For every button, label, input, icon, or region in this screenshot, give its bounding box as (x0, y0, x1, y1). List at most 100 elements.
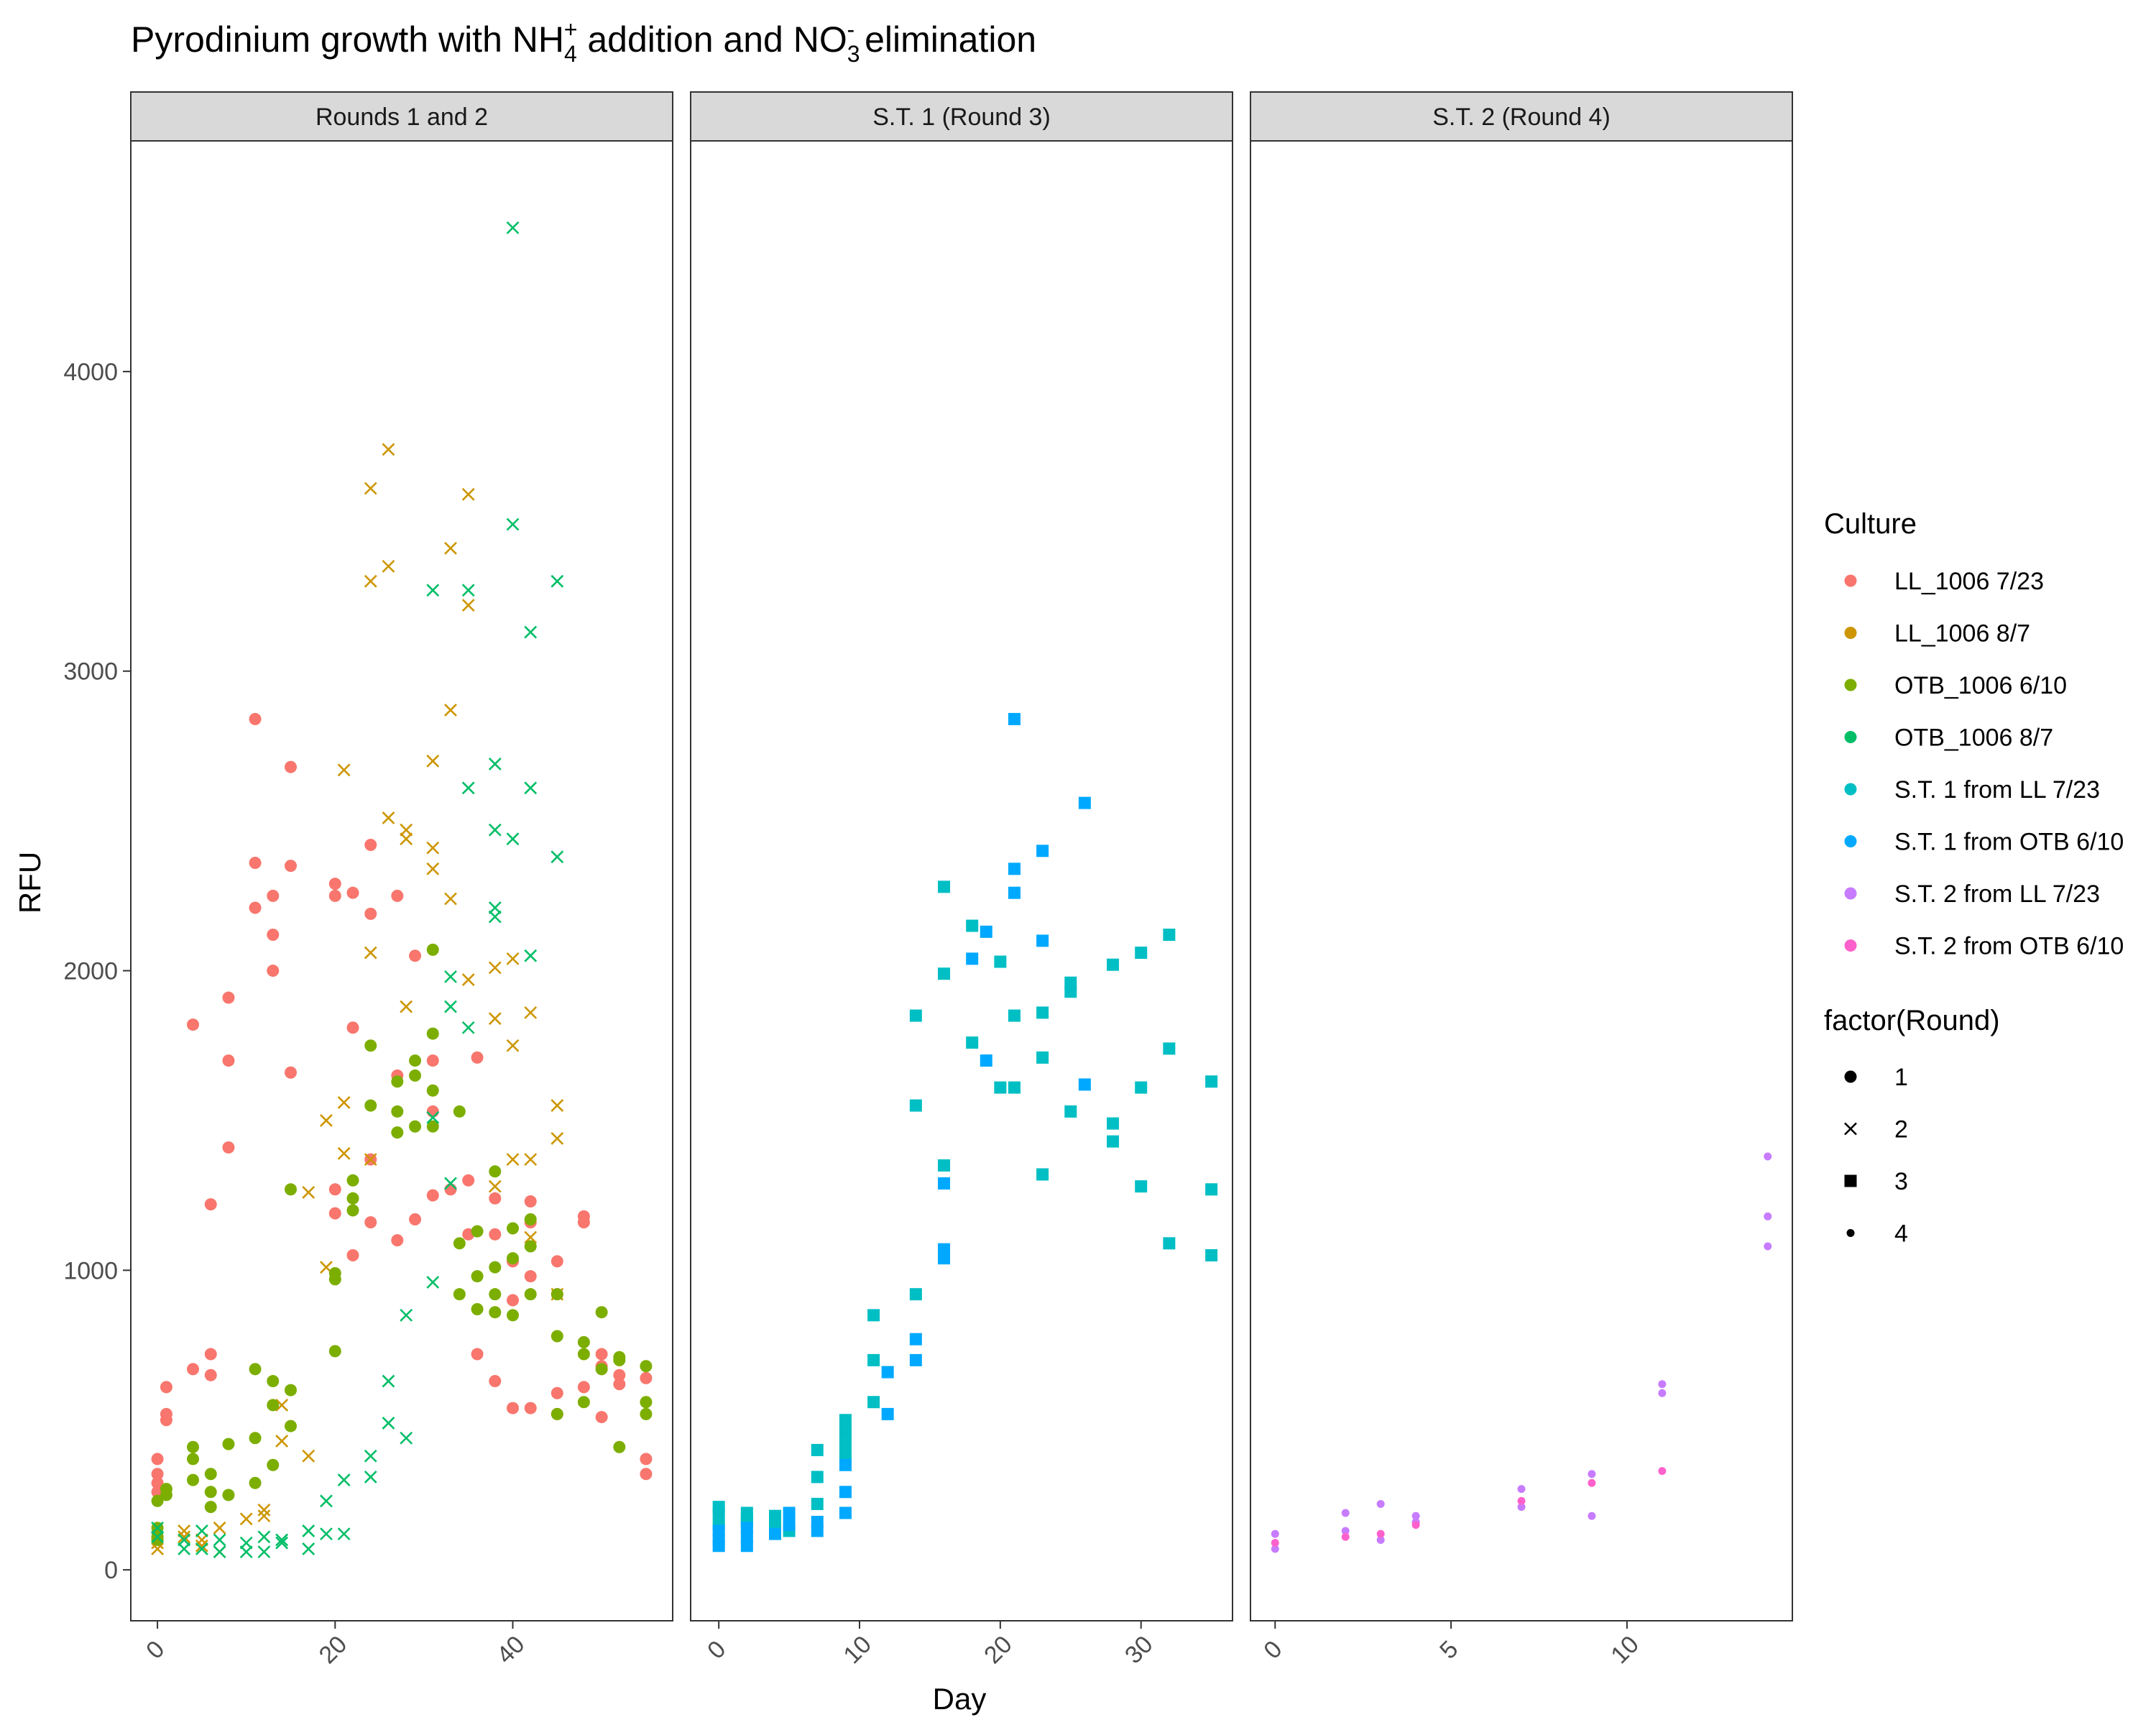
legend-key-round (1846, 1229, 1855, 1237)
data-point (1078, 1078, 1091, 1091)
title-part-1: Pyrodinium growth with NH (131, 19, 564, 60)
data-point (275, 1533, 289, 1547)
data-point (222, 991, 235, 1004)
data-point (151, 1530, 165, 1544)
data-point (994, 955, 1007, 968)
data-point (488, 758, 502, 770)
data-point (364, 1039, 377, 1052)
data-point (471, 1225, 484, 1238)
data-point (471, 1270, 484, 1283)
data-point (595, 1411, 608, 1424)
data-point (507, 1222, 520, 1235)
data-point (1376, 1530, 1385, 1538)
legend-key-culture (1844, 887, 1857, 900)
data-point (1205, 1075, 1218, 1088)
data-point (613, 1353, 626, 1366)
data-point (1036, 845, 1049, 857)
data-point (909, 1099, 922, 1112)
data-point (346, 1021, 359, 1034)
data-point (461, 781, 475, 795)
legend-label-round: 4 (1894, 1220, 1908, 1248)
data-point (640, 1468, 653, 1481)
data-point (222, 1054, 235, 1067)
data-point (213, 1545, 226, 1559)
data-point (204, 1468, 217, 1481)
data-point (524, 1006, 538, 1019)
data-point (550, 574, 564, 588)
data-point (328, 1273, 341, 1286)
data-point (506, 518, 520, 531)
data-point (613, 1378, 626, 1391)
data-point (302, 1449, 315, 1463)
plot-panel (1250, 140, 1793, 1622)
data-point (1163, 1237, 1176, 1250)
data-point (328, 1345, 341, 1358)
data-point (867, 1309, 880, 1322)
data-point (938, 1159, 951, 1172)
data-point (1078, 796, 1091, 809)
data-point (195, 1542, 208, 1555)
data-point (640, 1407, 653, 1420)
data-point (1588, 1470, 1596, 1478)
x-tick-label: 0 (1258, 1635, 1287, 1664)
data-point (275, 1435, 289, 1448)
data-point (839, 1506, 852, 1519)
data-point (994, 1081, 1007, 1094)
data-point (1341, 1532, 1350, 1541)
legend-label-culture: OTB_1006 8/7 (1894, 724, 2053, 752)
data-point (867, 1396, 880, 1409)
data-point (187, 1473, 200, 1486)
data-point (506, 1153, 520, 1167)
data-point (391, 1105, 404, 1118)
data-point (577, 1381, 590, 1394)
legend-key-culture (1844, 835, 1857, 847)
data-point (444, 892, 457, 906)
data-point (1008, 712, 1021, 725)
data-point (453, 1237, 466, 1250)
data-point (426, 584, 440, 597)
data-point (391, 1075, 404, 1088)
data-point (382, 559, 395, 573)
legend-label-culture: S.T. 2 from OTB 6/10 (1894, 933, 2124, 960)
data-point (267, 1458, 280, 1471)
data-point (1135, 1081, 1148, 1094)
legend-label-round: 1 (1894, 1064, 1908, 1091)
data-point (284, 1066, 297, 1079)
data-point (881, 1407, 894, 1420)
data-point (426, 1027, 439, 1040)
data-point (640, 1360, 653, 1373)
data-point (577, 1216, 590, 1229)
data-point (364, 1216, 377, 1229)
data-point (506, 952, 520, 965)
facet-panel-1: Rounds 1 and 2 0 20 40 0 1000 2000 3000 4000 (63, 91, 673, 1669)
data-point (1341, 1527, 1350, 1535)
data-point (489, 1192, 502, 1205)
facet-panel-3: S.T. 2 (Round 4) 0 5 10 (1250, 91, 1793, 1669)
data-point (409, 1054, 422, 1067)
data-point (1205, 1183, 1218, 1196)
data-point (966, 952, 979, 965)
legend-label-culture: LL_1006 8/7 (1894, 620, 2030, 648)
data-point (507, 1309, 520, 1322)
data-point (577, 1396, 590, 1409)
data-point (444, 970, 457, 983)
data-point (337, 763, 351, 777)
data-point (524, 1270, 537, 1283)
data-point (506, 1039, 520, 1052)
data-point (524, 781, 538, 795)
data-point (867, 1353, 880, 1366)
data-point (409, 1120, 422, 1133)
data-point (391, 1234, 404, 1247)
data-point (1036, 1168, 1049, 1181)
data-point (577, 1335, 590, 1348)
data-point (489, 1288, 502, 1301)
series-s-t-1-from-ll-7-23 (712, 880, 1218, 1537)
data-point (1036, 1006, 1049, 1019)
data-point (1064, 1105, 1077, 1118)
y-tick-label: 1000 (63, 1257, 118, 1284)
legend-key-round (1844, 1070, 1857, 1083)
data-point (613, 1368, 626, 1381)
data-point (444, 541, 457, 555)
legend: Culture LL_1006 7/23 LL_1006 8/7 OTB_1006 6… (1824, 508, 2124, 1248)
data-point (524, 1240, 537, 1253)
